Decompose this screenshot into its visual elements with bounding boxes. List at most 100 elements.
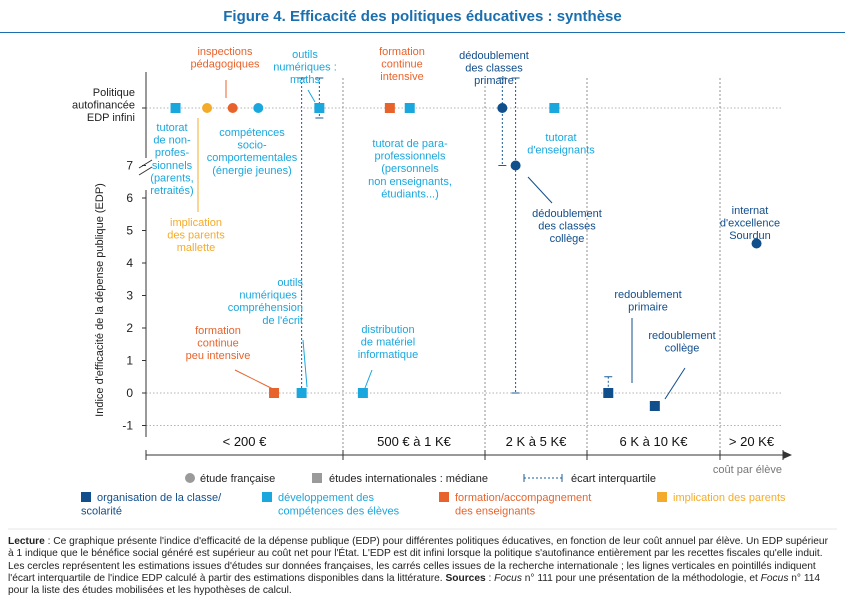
point-label: internat — [732, 205, 769, 217]
point-label: collège — [665, 343, 700, 355]
axis-break — [138, 166, 153, 176]
cost-band-label: < 200 € — [223, 434, 268, 449]
point-label: numériques : — [239, 290, 303, 302]
point-label: collège — [550, 233, 585, 245]
point-label: peu intensive — [186, 350, 251, 362]
point-label: tutorat — [156, 122, 187, 134]
point-label: des parents — [167, 230, 225, 242]
data-point — [202, 103, 213, 113]
point-label: dédoublement — [532, 208, 602, 220]
data-point — [296, 388, 307, 398]
figure-title: Figure 4. Efficacité des politiques éduc… — [223, 8, 622, 25]
y-tick-label: 4 — [126, 256, 133, 270]
point-label: étudiants...) — [381, 188, 438, 200]
cost-band-label: 2 K à 5 K€ — [506, 434, 567, 449]
focus-ref-1: Focus — [494, 572, 522, 584]
data-point — [384, 103, 395, 113]
point-label: formation — [379, 46, 425, 58]
label-connector — [307, 89, 316, 103]
reading-note: Lecture : Ce graphique présente l'indice… — [8, 536, 834, 597]
point-label: inspections — [197, 46, 253, 58]
sources-text-1: : — [485, 572, 495, 584]
point-label: mallette — [177, 242, 216, 254]
cost-band-label: > 20 K€ — [729, 434, 775, 449]
data-point — [603, 388, 614, 398]
point-label: primaire — [474, 75, 514, 87]
point-label: numériques : — [273, 62, 337, 74]
point-label: des classes — [465, 63, 523, 75]
y-tick-label: 2 — [126, 321, 133, 335]
point-label: d'excellence — [720, 218, 780, 230]
point-label: (personnels — [381, 163, 439, 175]
point-label: outils — [292, 49, 318, 61]
point-label: de matériel — [361, 337, 415, 349]
point-label: de l'écrit — [262, 315, 303, 327]
x-axis-arrow — [783, 451, 792, 459]
sources-text-3: n° 114 pour la liste des études mobilisé… — [8, 572, 821, 597]
point-label: retraités) — [150, 185, 193, 197]
data-point — [649, 401, 660, 411]
axis-break — [138, 159, 153, 169]
data-point — [227, 103, 238, 113]
point-label: dédoublement — [459, 50, 529, 62]
data-point — [170, 103, 181, 113]
y-tick-label: 0 — [126, 386, 133, 400]
y-tick-label: 1 — [126, 354, 133, 368]
point-label: comportementales — [207, 152, 298, 164]
data-point — [404, 103, 415, 113]
data-point — [751, 238, 762, 249]
point-label: outils — [277, 277, 303, 289]
point-label: redoublement — [648, 330, 715, 342]
point-label: formation — [195, 325, 241, 337]
point-label: tutorat de para- — [372, 138, 448, 150]
data-point — [510, 160, 521, 171]
point-label: intensive — [380, 71, 423, 83]
data-point — [357, 388, 368, 398]
point-label: d'enseignants — [527, 145, 595, 157]
point-label: de non- — [153, 135, 191, 147]
point-label: socio- — [237, 140, 267, 152]
label-connectors — [197, 80, 686, 400]
cost-band-label: 6 K à 10 K€ — [620, 434, 689, 449]
data-point — [269, 388, 280, 398]
data-point — [314, 103, 325, 113]
lecture-label: Lecture — [8, 536, 45, 547]
label-connector — [364, 369, 373, 389]
point-label: des classes — [538, 221, 596, 233]
point-label: professionnels — [375, 151, 446, 163]
point-label: tutorat — [545, 132, 576, 144]
data-point — [497, 103, 508, 113]
infinite-level-label: Politique — [93, 87, 135, 99]
data-point — [549, 103, 560, 113]
sources-text-2: n° 111 pour une présentation de la métho… — [521, 572, 761, 584]
y-tick-label: 3 — [126, 289, 133, 303]
point-label: continue — [197, 338, 239, 350]
title-rule — [0, 32, 845, 33]
point-label: informatique — [358, 349, 419, 361]
x-axis-title: coût par élève — [713, 464, 782, 476]
point-label: profes- — [155, 147, 190, 159]
focus-ref-2: Focus — [760, 572, 789, 584]
cost-band-label: 500 € à 1 K€ — [377, 434, 451, 449]
label-connector — [527, 176, 553, 204]
point-label: primaire — [628, 302, 668, 314]
point-label: (énergie jeunes) — [212, 165, 292, 177]
point-label: continue — [381, 59, 423, 71]
infinite-level-label: EDP infini — [87, 112, 135, 124]
y-axis-title: Indice d'efficacité de la dépense publiq… — [94, 183, 106, 417]
lecture-text: : Ce graphique présente l'indice d'effic… — [8, 536, 828, 584]
sources-label: Sources — [445, 572, 486, 584]
point-label: distribution — [361, 324, 414, 336]
y-tick-label: -1 — [122, 419, 133, 433]
infinite-level-label: autofinancée — [72, 100, 135, 112]
grid — [146, 78, 783, 455]
point-label: pédagogiques — [190, 59, 260, 71]
point-label: sionnels — [152, 160, 193, 172]
label-connector — [234, 369, 274, 390]
data-point — [253, 103, 264, 113]
point-label: non enseignants, — [368, 176, 452, 188]
y-tick-label: 7 — [126, 159, 133, 173]
point-label: redoublement — [614, 289, 681, 301]
